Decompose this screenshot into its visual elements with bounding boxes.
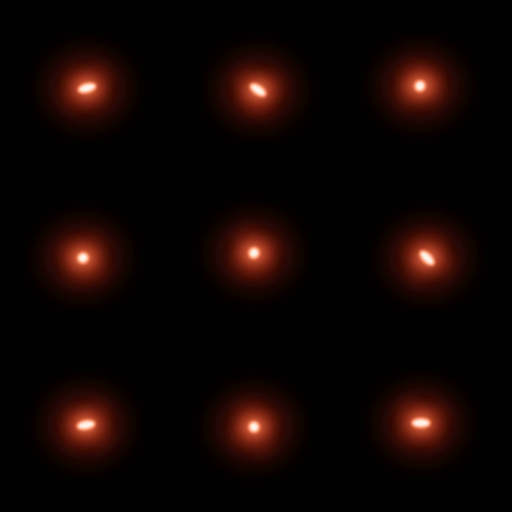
source-r1-c2 <box>218 54 298 126</box>
core <box>249 422 259 432</box>
source-r3-c2 <box>214 391 294 463</box>
core <box>78 421 94 429</box>
core <box>249 248 259 258</box>
source-r2-c3 <box>387 222 467 294</box>
source-r3-c1 <box>46 389 126 461</box>
sources-layer <box>43 50 467 463</box>
source-r3-c3 <box>381 387 461 459</box>
core <box>79 83 95 93</box>
source-r1-c1 <box>47 52 127 124</box>
core <box>251 84 265 96</box>
core <box>78 253 88 263</box>
core <box>413 419 429 427</box>
source-r2-c2 <box>214 217 294 289</box>
core <box>415 81 425 91</box>
core <box>420 251 434 265</box>
source-r1-c3 <box>380 50 460 122</box>
source-r2-c1 <box>43 222 123 294</box>
